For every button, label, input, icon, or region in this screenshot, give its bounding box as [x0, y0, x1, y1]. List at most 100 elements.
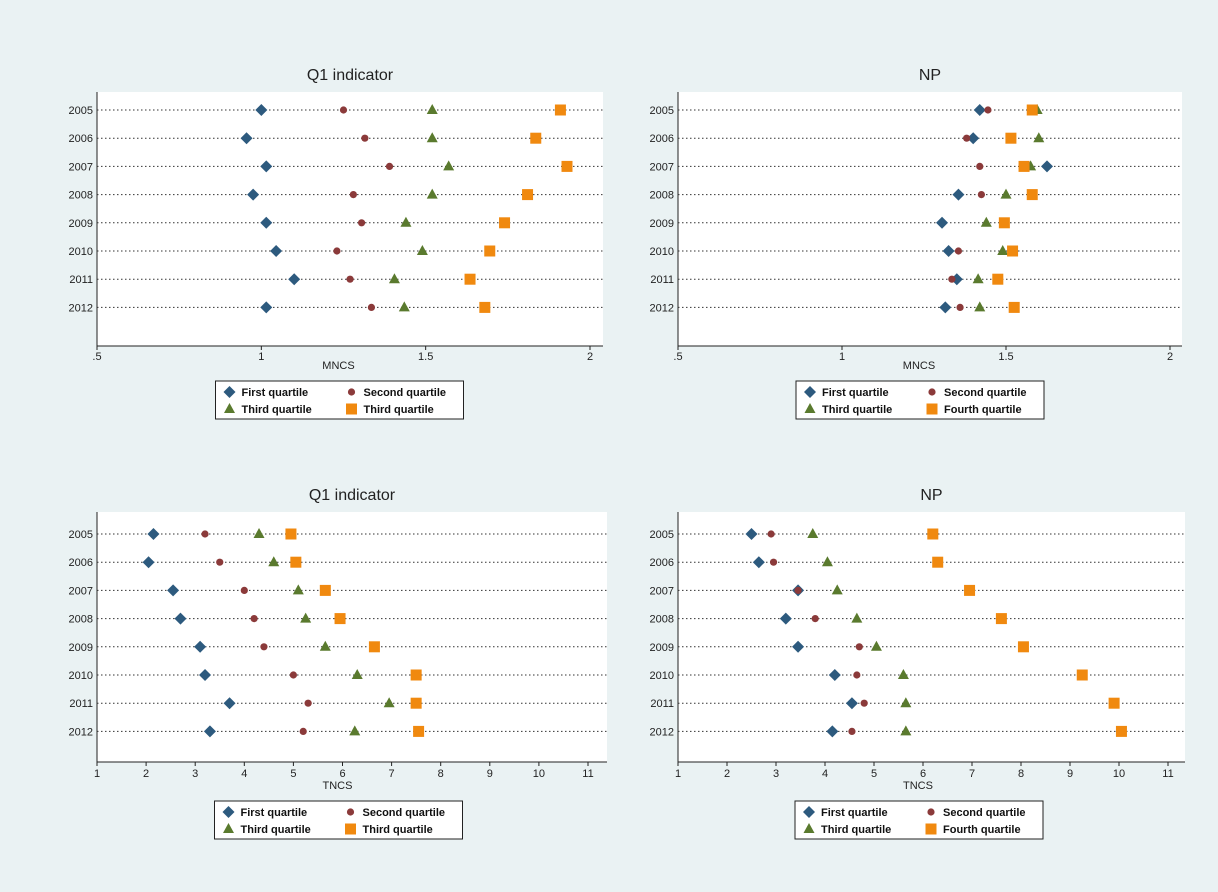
marker-triangle	[268, 556, 280, 567]
marker-triangle	[383, 697, 395, 708]
marker-circle	[811, 615, 819, 623]
marker-diamond	[247, 188, 260, 201]
marker-diamond	[270, 245, 283, 257]
legend-marker-triangle	[803, 823, 815, 833]
marker-triangle	[400, 216, 412, 227]
x-tick-label: 6	[339, 768, 345, 780]
x-axis-label: MNCS	[322, 360, 354, 372]
marker-triangle	[416, 245, 428, 255]
marker-triangle	[870, 640, 882, 651]
marker-diamond	[174, 612, 187, 625]
marker-diamond	[939, 301, 952, 314]
y-tick-label: 2012	[69, 726, 93, 738]
plot-area	[97, 92, 603, 346]
marker-square	[334, 613, 346, 625]
marker-circle	[349, 191, 357, 199]
x-axis-label: TNCS	[323, 780, 353, 792]
y-tick-label: 2009	[69, 218, 93, 230]
x-tick-label: 8	[438, 768, 444, 780]
x-axis-label: MNCS	[903, 360, 935, 372]
marker-square	[995, 613, 1007, 625]
marker-diamond	[752, 556, 765, 569]
y-tick-label: 2006	[69, 557, 93, 569]
marker-triangle	[388, 273, 400, 284]
y-tick-label: 2005	[69, 105, 93, 117]
y-tick-label: 2009	[650, 218, 674, 230]
x-tick-label: 2	[1167, 351, 1173, 363]
marker-triangle	[349, 725, 361, 736]
y-tick-label: 2010	[69, 670, 93, 682]
legend-marker-triangle	[224, 403, 235, 413]
marker-circle	[860, 699, 868, 707]
marker-triangle	[997, 245, 1009, 255]
chart-title: Q1 indicator	[307, 67, 394, 84]
marker-square	[992, 273, 1004, 285]
x-tick-label: 3	[192, 768, 198, 780]
x-tick-label: 5	[871, 768, 877, 780]
y-tick-label: 2005	[650, 529, 674, 541]
legend-marker-circle	[347, 388, 356, 396]
y-tick-label: 2007	[650, 585, 674, 597]
marker-diamond	[792, 640, 805, 653]
legend-box	[795, 380, 1045, 420]
marker-square	[410, 669, 422, 681]
marker-triangle	[300, 612, 312, 623]
marker-square	[927, 528, 939, 540]
marker-circle	[954, 247, 963, 255]
marker-circle	[260, 643, 268, 651]
x-tick-label: 11	[582, 768, 593, 780]
legend-box	[214, 800, 463, 840]
marker-triangle	[851, 612, 863, 623]
marker-circle	[361, 134, 369, 142]
y-tick-label: 2012	[650, 302, 674, 314]
y-tick-label: 2012	[69, 302, 93, 314]
legend-marker-diamond	[223, 386, 236, 398]
legend: First quartile Second quartile Third quart…	[215, 380, 464, 420]
x-tick-label: 6	[920, 768, 926, 780]
legend-marker-square	[925, 823, 937, 835]
y-tick-label: 2011	[69, 698, 93, 710]
y-tick-label: 2009	[650, 642, 674, 654]
x-tick-label: 4	[241, 768, 247, 780]
marker-square	[368, 641, 380, 653]
legend-label: Fourth quartile	[943, 824, 1021, 836]
marker-square	[410, 697, 422, 709]
x-tick-label: 10	[1113, 768, 1125, 780]
marker-triangle	[900, 697, 912, 708]
chart-panel-3: Q1 indicator 1 2 3 4 5 6 7 8 9 10 11 TNCS 2005 2006 200…	[69, 487, 607, 840]
chart-panel-1: Q1 indicator .5 1 1.5 2 MNCS 2005 2006 2007 2008 2…	[69, 67, 603, 420]
x-tick-label: 7	[389, 768, 395, 780]
marker-triangle	[980, 216, 992, 227]
marker-square	[1018, 160, 1030, 172]
marker-circle	[767, 530, 775, 538]
legend-label: Second quartile	[944, 387, 1027, 399]
marker-diamond	[973, 104, 986, 116]
legend-box	[215, 380, 464, 420]
marker-diamond	[845, 697, 858, 710]
marker-diamond	[779, 612, 792, 625]
marker-diamond	[288, 273, 301, 286]
marker-diamond	[240, 132, 253, 145]
marker-triangle	[821, 556, 833, 567]
marker-square	[484, 245, 496, 257]
x-tick-label: 1	[839, 351, 845, 363]
y-tick-label: 2011	[650, 274, 674, 286]
legend-marker-diamond	[803, 806, 815, 818]
marker-triangle	[426, 104, 438, 114]
y-tick-label: 2006	[650, 133, 674, 145]
marker-circle	[853, 671, 861, 679]
marker-diamond	[967, 132, 980, 145]
marker-square	[1017, 641, 1029, 653]
marker-diamond	[1041, 160, 1053, 173]
legend-label: Third quartile	[822, 404, 892, 416]
marker-square	[554, 104, 566, 116]
x-tick-label: 1	[675, 768, 681, 780]
marker-square	[1108, 697, 1120, 709]
x-tick-label: .5	[92, 351, 101, 363]
legend-marker-circle	[927, 808, 935, 816]
marker-circle	[963, 134, 971, 142]
marker-triangle	[292, 584, 304, 595]
marker-circle	[956, 303, 964, 311]
marker-circle	[339, 106, 348, 114]
marker-square	[1008, 301, 1020, 313]
